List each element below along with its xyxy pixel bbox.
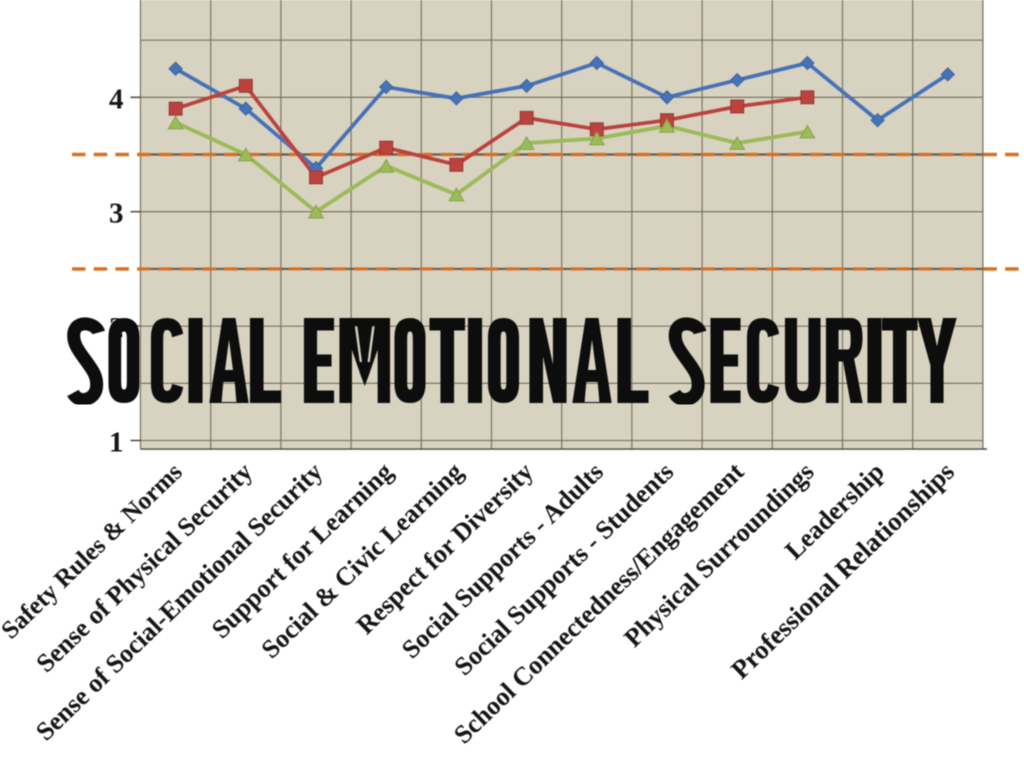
svg-text:1: 1 [109, 427, 124, 459]
svg-text:Sense of Social-Emotional Secu: Sense of Social-Emotional Security [30, 457, 328, 746]
svg-text:4: 4 [109, 83, 124, 115]
svg-text:3: 3 [109, 198, 124, 230]
